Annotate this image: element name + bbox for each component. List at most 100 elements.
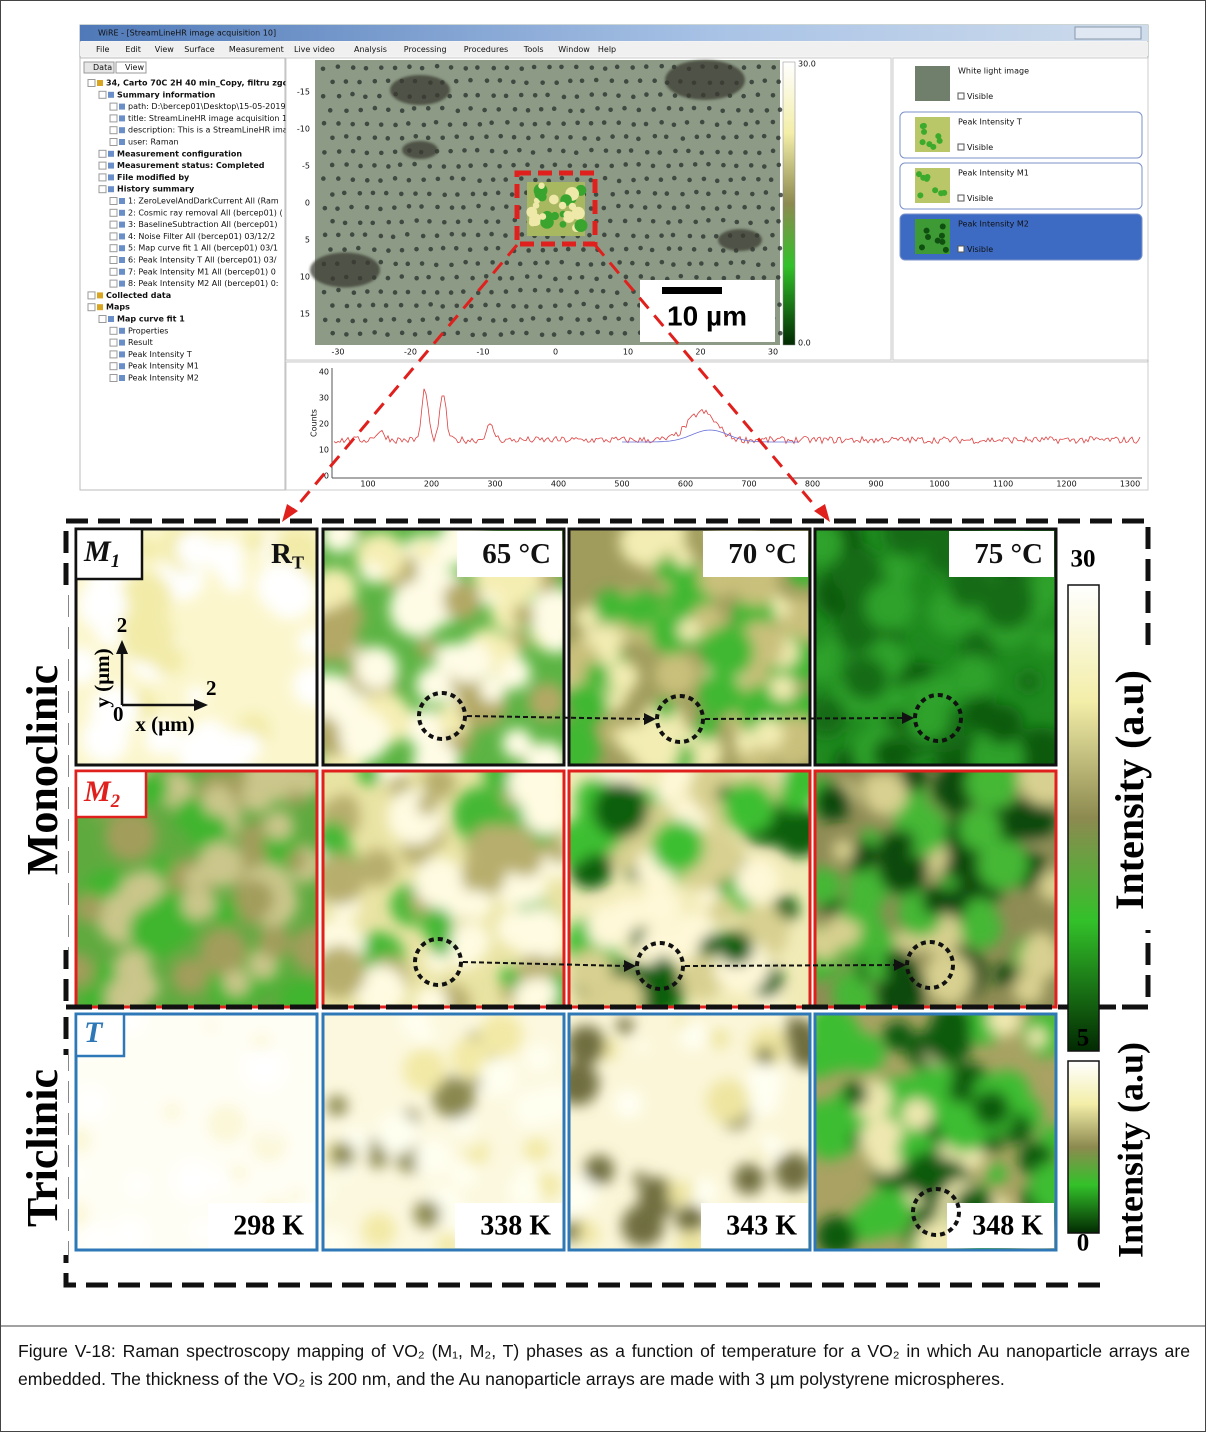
map-blob [958, 808, 1001, 851]
tree-expander[interactable] [109, 126, 118, 135]
panel-border [74, 1012, 319, 1252]
nanoparticle-dot [755, 120, 760, 125]
tree-expander[interactable] [98, 173, 107, 182]
tree-item[interactable]: Peak Intensity T [128, 350, 192, 359]
tree-expander[interactable] [98, 185, 107, 194]
tree-expander[interactable] [109, 208, 118, 217]
menu-item[interactable]: Surface [184, 45, 215, 54]
tree-expander[interactable] [87, 79, 96, 87]
window-controls[interactable] [1074, 26, 1142, 40]
tree-expander[interactable] [98, 315, 107, 323]
nanoparticle-dot [693, 219, 699, 225]
tree-item[interactable]: Summary information [117, 90, 216, 99]
menu-item[interactable]: File [96, 45, 109, 54]
tree-expander[interactable] [109, 102, 118, 111]
tree-expander[interactable] [98, 90, 107, 99]
nanoparticle-dot [715, 149, 720, 155]
tree-item[interactable]: path: D:\bercep01\Desktop\15-05-2019 [128, 102, 286, 111]
tree-item[interactable]: Peak Intensity M1 [128, 362, 199, 371]
group-label: Monoclinic [18, 665, 67, 875]
tree-item[interactable]: 8: Peak Intensity M2 All (bercep01) 0: [128, 279, 279, 288]
nanoparticle-dot [636, 189, 641, 195]
tree-item[interactable]: description: This is a StreamLineHR imag… [128, 126, 305, 135]
nanoparticle-dot [524, 330, 529, 336]
map-blob [355, 965, 406, 1007]
map-blob [636, 1040, 649, 1053]
image-y-tick: 15 [300, 310, 310, 319]
tree-item[interactable]: Properties [128, 326, 168, 335]
nanoparticle-dot [427, 330, 432, 336]
tree-expander[interactable] [98, 161, 107, 170]
tree-item[interactable]: Map curve fit 1 [117, 315, 185, 324]
tree-expander[interactable] [109, 267, 118, 276]
map-blob [244, 531, 266, 552]
menu-item[interactable]: Measurement [229, 45, 284, 54]
tree-item[interactable]: 2: Cosmic ray removal All (bercep01) ( [128, 208, 283, 217]
tree-item[interactable]: 1: ZeroLevelAndDarkCurrent All (Ram [128, 197, 279, 206]
menu-item[interactable]: Tools [523, 45, 544, 54]
tree-item[interactable]: Peak Intensity M2 [128, 374, 199, 383]
tree-expander[interactable] [109, 279, 118, 288]
tree-item[interactable]: 4: Noise Filter All (bercep01) 03/12/2 [128, 232, 275, 241]
tree-expander[interactable] [109, 232, 118, 241]
map-blob [569, 1025, 606, 1065]
inset-origin: 0 [113, 702, 124, 726]
tree-item[interactable]: Result [128, 338, 153, 347]
tree-item[interactable]: user: Raman [128, 138, 179, 147]
tree-item[interactable]: 5: Map curve fit 1 All (bercep01) 03/1 [128, 244, 278, 253]
tree-expander[interactable] [109, 256, 118, 264]
visible-checkbox[interactable] [957, 143, 965, 151]
tree-expander[interactable] [87, 303, 96, 312]
nanoparticle-dot [454, 303, 460, 309]
tree-expander[interactable] [109, 244, 118, 253]
menu-item[interactable]: View [155, 45, 174, 54]
map-blob [292, 771, 317, 796]
tree-expander[interactable] [87, 291, 96, 300]
map-blob [843, 1081, 869, 1107]
tree-expander[interactable] [109, 362, 118, 371]
tab[interactable] [115, 61, 147, 74]
map-blob [420, 907, 454, 941]
tab-label[interactable]: View [125, 63, 144, 72]
tab-label[interactable]: Data [93, 63, 112, 72]
tree-expander[interactable] [109, 114, 118, 123]
tree-item[interactable]: History summary [117, 185, 195, 194]
tree-expander[interactable] [109, 374, 118, 382]
menu-item[interactable]: Edit [125, 45, 140, 54]
menu-item[interactable]: Procedures [464, 45, 508, 54]
nanoparticle-dot [610, 134, 615, 139]
tree-item[interactable]: Measurement status: Completed [117, 161, 265, 170]
tree-item[interactable]: title: StreamLineHR image acquisition 10 [128, 114, 292, 123]
map-blob [898, 771, 928, 792]
nanoparticle-dot [399, 247, 405, 253]
tree-expander[interactable] [109, 220, 118, 229]
visible-checkbox[interactable] [957, 194, 965, 202]
nanoparticle-dot [510, 330, 515, 335]
nanoparticle-dot [686, 148, 691, 154]
menu-item[interactable]: Help [598, 45, 616, 54]
tree-expander[interactable] [98, 149, 107, 158]
tree-expander[interactable] [109, 197, 118, 205]
map-blob [76, 953, 94, 988]
tree-item[interactable]: 6: Peak Intensity T All (bercep01) 03/ [128, 256, 277, 265]
tree-item[interactable]: 34, Carto 70C 2H 40 min_Copy, filtru zgo… [106, 79, 314, 88]
visible-checkbox[interactable] [957, 245, 965, 253]
menu-item[interactable]: Processing [404, 45, 447, 54]
tree-item[interactable]: 7: Peak Intensity M1 All (bercep01) 0 [128, 267, 276, 276]
visible-checkbox[interactable] [957, 92, 965, 100]
tree-expander[interactable] [109, 350, 118, 359]
tree-item[interactable]: File modified by [117, 173, 190, 182]
tree-item[interactable]: Collected data [106, 291, 171, 300]
nanoparticle-dot [419, 65, 425, 71]
menu-item[interactable]: Live video [294, 45, 335, 54]
tree-item[interactable]: 3: BaselineSubtraction All (bercep01) [128, 220, 277, 229]
tree-expander[interactable] [109, 326, 118, 335]
tree-item[interactable]: Maps [106, 303, 130, 312]
tree-item[interactable]: Measurement configuration [117, 149, 242, 158]
menu-item[interactable]: Analysis [354, 45, 387, 54]
tree-expander[interactable] [109, 138, 118, 146]
tree-expander[interactable] [109, 338, 118, 347]
menu-item[interactable]: Window [558, 45, 590, 54]
tab[interactable] [83, 61, 115, 74]
nanoparticle-dot [631, 177, 636, 183]
